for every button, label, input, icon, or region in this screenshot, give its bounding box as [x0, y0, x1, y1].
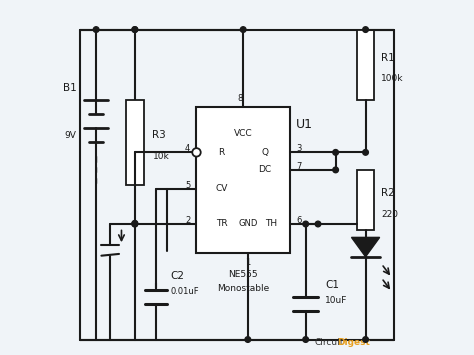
Text: 220: 220	[382, 210, 399, 219]
FancyBboxPatch shape	[126, 100, 144, 185]
Circle shape	[245, 337, 251, 342]
Text: 2: 2	[185, 216, 191, 225]
Text: C1: C1	[325, 280, 339, 290]
Text: 7: 7	[296, 162, 301, 171]
Text: B1: B1	[63, 83, 77, 93]
Circle shape	[333, 149, 338, 155]
FancyBboxPatch shape	[357, 29, 374, 100]
Text: R1: R1	[382, 53, 395, 63]
Circle shape	[303, 221, 309, 227]
Text: DC: DC	[258, 165, 271, 174]
Text: 10k: 10k	[153, 152, 169, 161]
Text: GND: GND	[238, 219, 257, 229]
Circle shape	[240, 27, 246, 32]
Circle shape	[363, 27, 368, 32]
Circle shape	[132, 27, 137, 32]
Circle shape	[315, 221, 321, 227]
Text: Digest: Digest	[337, 338, 370, 346]
Text: 4: 4	[185, 144, 191, 153]
Circle shape	[132, 221, 137, 227]
Text: 8: 8	[237, 94, 242, 103]
Text: 3: 3	[296, 144, 301, 153]
FancyBboxPatch shape	[197, 107, 290, 253]
Text: 6: 6	[296, 216, 301, 225]
Circle shape	[303, 337, 309, 342]
Text: C2: C2	[170, 271, 184, 281]
Text: 1: 1	[245, 257, 250, 267]
Text: R2: R2	[382, 188, 395, 198]
Text: R: R	[219, 148, 225, 157]
Text: 100k: 100k	[382, 75, 404, 83]
Text: NE555: NE555	[228, 270, 258, 279]
Text: 10uF: 10uF	[325, 296, 347, 305]
Polygon shape	[352, 237, 380, 257]
FancyBboxPatch shape	[357, 170, 374, 230]
Text: CV: CV	[216, 184, 228, 193]
Text: TR: TR	[216, 219, 228, 229]
Text: VCC: VCC	[234, 129, 253, 138]
Circle shape	[363, 149, 368, 155]
Text: 5: 5	[185, 181, 191, 190]
Circle shape	[363, 337, 368, 342]
Text: 9V: 9V	[65, 131, 77, 140]
Circle shape	[132, 221, 137, 227]
Circle shape	[93, 27, 99, 32]
Circle shape	[132, 27, 137, 32]
Text: Q: Q	[261, 148, 268, 157]
Text: Monostable: Monostable	[217, 284, 269, 293]
Text: U1: U1	[295, 118, 312, 131]
Circle shape	[192, 148, 201, 157]
Text: Circuit: Circuit	[314, 338, 344, 346]
Text: R3: R3	[153, 130, 166, 140]
Circle shape	[333, 167, 338, 173]
Text: TH: TH	[265, 219, 277, 229]
Text: 0.01uF: 0.01uF	[170, 288, 199, 296]
Circle shape	[132, 220, 137, 226]
